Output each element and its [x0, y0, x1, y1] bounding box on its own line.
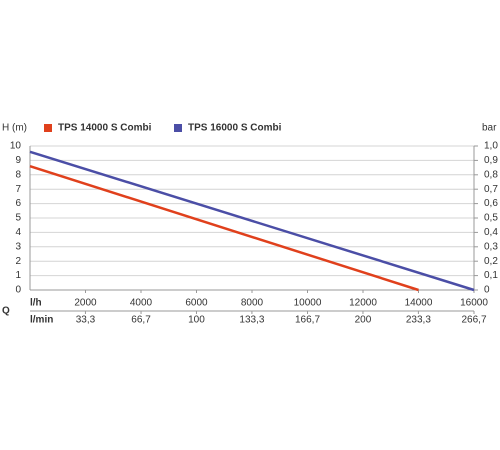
x-tick-label: 8000 — [241, 298, 264, 309]
x2-tick-label: 66,7 — [131, 315, 151, 326]
y-tick-label: 5 — [15, 213, 21, 224]
legend-swatch — [174, 124, 182, 132]
line-series — [29, 150, 475, 292]
y2-tick-label: 0,3 — [484, 241, 498, 252]
y2-tick-label: 0 — [484, 285, 490, 296]
x-axis-title: Q — [2, 306, 10, 317]
y-axis-label: H (m) — [2, 123, 27, 134]
x2-tick-label: 200 — [355, 315, 372, 326]
line-series — [29, 164, 419, 292]
legend-swatch — [44, 124, 52, 132]
y-tick-label: 0 — [15, 285, 21, 296]
y-tick-label: 6 — [15, 198, 21, 209]
x-tick-label: 14000 — [405, 298, 433, 309]
y-tick-label: 9 — [15, 155, 21, 166]
y2-tick-label: 0,7 — [484, 184, 498, 195]
legend-label: TPS 16000 S Combi — [188, 123, 282, 134]
legend-label: TPS 14000 S Combi — [58, 123, 152, 134]
y-tick-label: 3 — [15, 241, 21, 252]
x-tick-label: 6000 — [185, 298, 208, 309]
y-tick-label: 7 — [15, 184, 21, 195]
x-axis-label: l/h — [30, 298, 42, 309]
x-tick-label: 4000 — [130, 298, 153, 309]
x-tick-label: 16000 — [460, 298, 488, 309]
y2-tick-label: 0,4 — [484, 227, 498, 238]
y2-tick-label: 0,6 — [484, 198, 498, 209]
y2-tick-label: 0,5 — [484, 213, 498, 224]
y-tick-label: 10 — [10, 141, 22, 152]
x2-axis-label: l/min — [30, 315, 53, 326]
x2-tick-label: 133,3 — [239, 315, 264, 326]
y2-tick-label: 1,0 — [484, 141, 498, 152]
y2-tick-label: 0,8 — [484, 169, 498, 180]
x-tick-label: 2000 — [74, 298, 97, 309]
y2-tick-label: 0,2 — [484, 256, 498, 267]
y2-tick-label: 0,1 — [484, 270, 498, 281]
x-tick-label: 10000 — [294, 298, 322, 309]
y-tick-label: 1 — [15, 270, 21, 281]
y-tick-label: 2 — [15, 256, 21, 267]
x2-tick-label: 33,3 — [76, 315, 96, 326]
y2-axis-label: bar — [482, 123, 497, 134]
y2-tick-label: 0,9 — [484, 155, 498, 166]
x2-tick-label: 266,7 — [461, 315, 486, 326]
x2-tick-label: 166,7 — [295, 315, 320, 326]
x2-tick-label: 233,3 — [406, 315, 431, 326]
x2-tick-label: 100 — [188, 315, 205, 326]
y-tick-label: 8 — [15, 169, 21, 180]
y-tick-label: 4 — [15, 227, 21, 238]
x-tick-label: 12000 — [349, 298, 377, 309]
